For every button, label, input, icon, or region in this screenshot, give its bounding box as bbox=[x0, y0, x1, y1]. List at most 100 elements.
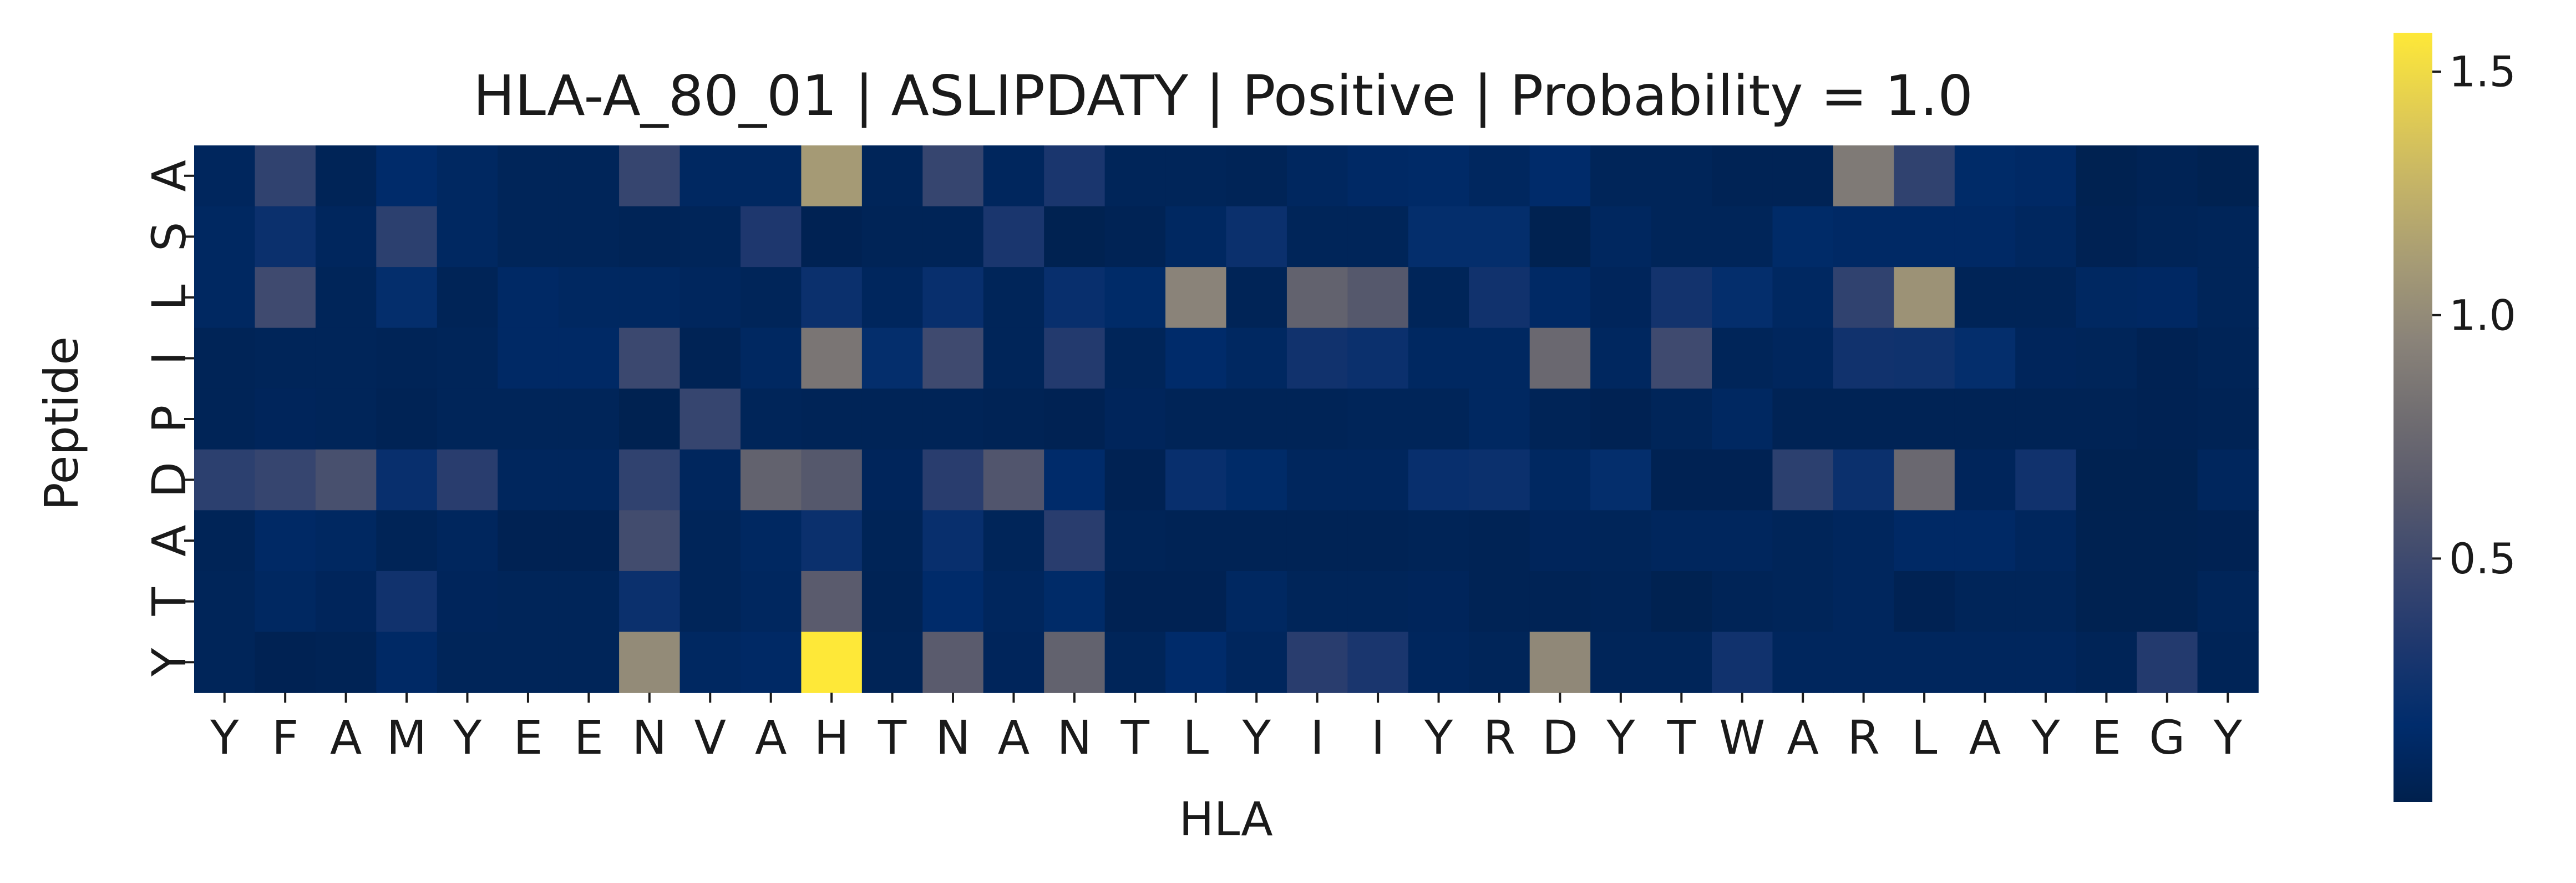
heatmap-cell bbox=[1529, 632, 1591, 693]
heatmap-cell bbox=[1044, 388, 1106, 450]
heatmap-cell bbox=[1286, 510, 1348, 572]
heatmap-cell bbox=[1165, 510, 1227, 572]
heatmap-cell bbox=[1833, 145, 1895, 207]
heatmap-cell bbox=[1286, 206, 1348, 268]
x-tick-label: A bbox=[755, 710, 787, 765]
heatmap-cell bbox=[558, 632, 620, 693]
heatmap-cell bbox=[1165, 632, 1227, 693]
heatmap-cell bbox=[1408, 571, 1470, 633]
heatmap-cell bbox=[1954, 571, 2016, 633]
heatmap-cell bbox=[1286, 327, 1348, 390]
heatmap-cell bbox=[2076, 327, 2137, 390]
heatmap-cell bbox=[680, 632, 741, 693]
heatmap-cell bbox=[498, 449, 559, 511]
heatmap-cell bbox=[1347, 388, 1409, 450]
heatmap-cell bbox=[558, 388, 620, 450]
x-tick-label: T bbox=[1667, 710, 1696, 765]
heatmap-cell bbox=[680, 510, 741, 572]
heatmap-cell bbox=[1044, 510, 1106, 572]
heatmap-cell bbox=[194, 145, 256, 207]
heatmap-cell bbox=[498, 571, 559, 633]
heatmap-cell bbox=[1954, 632, 2016, 693]
heatmap-cell bbox=[861, 510, 924, 572]
heatmap-cell bbox=[983, 571, 1044, 633]
heatmap-cell bbox=[2076, 571, 2137, 633]
heatmap-cell bbox=[1226, 327, 1287, 390]
heatmap-cell bbox=[2015, 632, 2077, 693]
y-tick-label: T bbox=[142, 587, 196, 616]
heatmap-cell bbox=[376, 510, 438, 572]
heatmap-cell bbox=[315, 206, 377, 268]
x-tick-label: W bbox=[1719, 710, 1765, 765]
heatmap-cell bbox=[255, 632, 316, 693]
heatmap-cell bbox=[1529, 267, 1591, 329]
heatmap-cell bbox=[922, 571, 984, 633]
x-tick-label: A bbox=[1969, 710, 2001, 765]
heatmap-cell bbox=[315, 388, 377, 450]
heatmap-cell bbox=[1529, 145, 1591, 207]
heatmap-cell bbox=[1226, 206, 1287, 268]
heatmap-cell bbox=[619, 145, 681, 207]
heatmap-cell bbox=[255, 267, 316, 329]
x-tick-label: L bbox=[1911, 710, 1938, 765]
heatmap-cell bbox=[1044, 145, 1106, 207]
heatmap-cell bbox=[801, 206, 863, 268]
heatmap-cell bbox=[740, 327, 802, 390]
heatmap-cell bbox=[1226, 571, 1287, 633]
heatmap-cell bbox=[558, 510, 620, 572]
heatmap-cell bbox=[1712, 388, 1773, 450]
heatmap-cell bbox=[2197, 267, 2259, 329]
heatmap-cell bbox=[1469, 510, 1530, 572]
heatmap-cell bbox=[1894, 145, 1955, 207]
heatmap-cell bbox=[2015, 267, 2077, 329]
heatmap-cell bbox=[740, 571, 802, 633]
heatmap-cell bbox=[1894, 571, 1955, 633]
heatmap-cell bbox=[1590, 145, 1652, 207]
heatmap-cell bbox=[619, 388, 681, 450]
heatmap-cell bbox=[801, 449, 863, 511]
heatmap-cell bbox=[1590, 632, 1652, 693]
heatmap-cell bbox=[861, 206, 924, 268]
heatmap-cell bbox=[1712, 510, 1773, 572]
heatmap-cell bbox=[922, 206, 984, 268]
heatmap-cell bbox=[1590, 449, 1652, 511]
heatmap-cell bbox=[1469, 632, 1530, 693]
heatmap-cell bbox=[1772, 388, 1834, 450]
heatmap-cell bbox=[983, 449, 1044, 511]
heatmap-cell bbox=[619, 449, 681, 511]
x-tick-label: N bbox=[936, 710, 971, 765]
heatmap-cell bbox=[801, 388, 863, 450]
heatmap-cell bbox=[1226, 449, 1287, 511]
heatmap-cell bbox=[1833, 206, 1895, 268]
heatmap-cell bbox=[315, 632, 377, 693]
heatmap-cell bbox=[619, 632, 681, 693]
heatmap-cell bbox=[619, 267, 681, 329]
heatmap-cell bbox=[2015, 145, 2077, 207]
heatmap-cell bbox=[1226, 632, 1287, 693]
heatmap-cell bbox=[1712, 267, 1773, 329]
x-tick-label: Y bbox=[1242, 710, 1271, 765]
x-tick-label: H bbox=[814, 710, 849, 765]
heatmap-cell bbox=[255, 571, 316, 633]
heatmap-cell bbox=[2015, 388, 2077, 450]
heatmap-cell bbox=[861, 571, 924, 633]
heatmap-cell bbox=[376, 632, 438, 693]
heatmap-cell bbox=[801, 327, 863, 390]
heatmap-cell bbox=[1772, 510, 1834, 572]
heatmap-cell bbox=[1833, 449, 1895, 511]
heatmap-cell bbox=[498, 145, 559, 207]
heatmap-cell bbox=[1286, 267, 1348, 329]
heatmap-cell bbox=[255, 145, 316, 207]
heatmap-cell bbox=[558, 267, 620, 329]
heatmap-cell bbox=[1104, 632, 1166, 693]
heatmap-cell bbox=[2137, 510, 2198, 572]
colorbar-tick-label: 1.0 bbox=[2449, 290, 2516, 340]
x-tick-label: E bbox=[513, 710, 542, 765]
y-tick-label: S bbox=[142, 222, 196, 251]
heatmap-cell bbox=[1529, 449, 1591, 511]
heatmap-cell bbox=[1408, 510, 1470, 572]
heatmap-cell bbox=[2137, 327, 2198, 390]
heatmap-cell bbox=[194, 206, 256, 268]
heatmap-cell bbox=[861, 632, 924, 693]
heatmap-cell bbox=[1044, 632, 1106, 693]
